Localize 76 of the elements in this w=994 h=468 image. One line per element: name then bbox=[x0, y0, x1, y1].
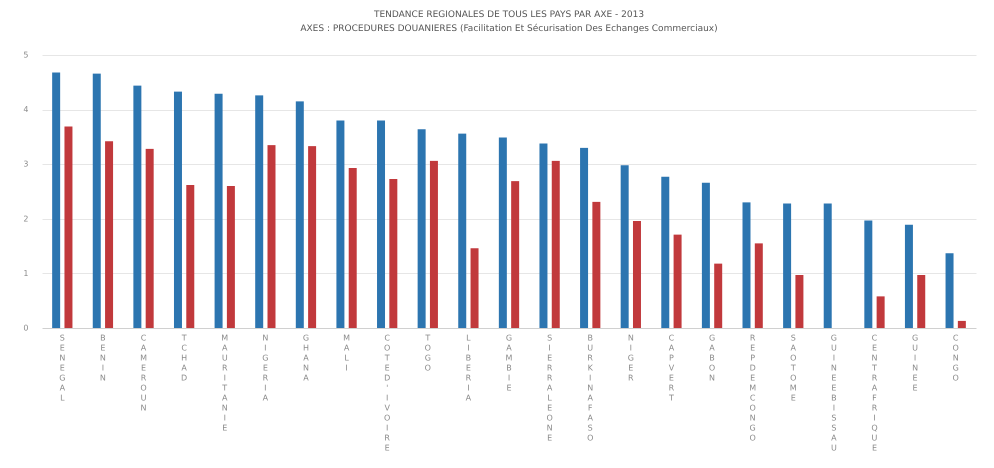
bar bbox=[824, 204, 832, 328]
bar bbox=[539, 143, 548, 328]
bar bbox=[336, 120, 344, 328]
x-tick-label: CAMEROUN bbox=[140, 334, 148, 412]
category-label: CENTRAFRIQUE bbox=[871, 334, 878, 452]
x-tick-label: NIGER bbox=[628, 334, 634, 382]
bar bbox=[458, 134, 466, 328]
bar bbox=[146, 148, 154, 328]
bar bbox=[876, 296, 885, 328]
bar bbox=[214, 94, 223, 328]
x-tick-label: SENEGAL bbox=[59, 334, 66, 402]
y-tick-label: 3 bbox=[23, 160, 28, 169]
bar bbox=[186, 184, 194, 328]
bar bbox=[754, 243, 763, 328]
bar bbox=[470, 248, 479, 328]
bar bbox=[174, 92, 182, 328]
y-tick-label: 2 bbox=[23, 214, 28, 224]
bar bbox=[92, 74, 101, 328]
bar bbox=[52, 72, 60, 328]
x-tick-label: TCHAD bbox=[180, 334, 188, 382]
y-tick-label: 4 bbox=[23, 105, 28, 114]
y-tick-label: 1 bbox=[23, 268, 28, 278]
bar bbox=[418, 129, 426, 328]
bar bbox=[632, 220, 641, 328]
bar bbox=[64, 126, 72, 328]
x-tick-label: CAP VERT bbox=[668, 334, 675, 402]
bar bbox=[255, 95, 264, 328]
category-label: SIERRALEONE bbox=[546, 334, 553, 442]
bar bbox=[511, 181, 520, 328]
bar bbox=[946, 253, 954, 328]
y-tick-label: 5 bbox=[23, 50, 28, 60]
bar bbox=[268, 145, 276, 328]
x-tick-label: MALI bbox=[343, 334, 350, 372]
bar bbox=[661, 176, 670, 328]
bar bbox=[105, 141, 114, 328]
chart-subtitle: AXES : PROCEDURES DOUANIERES (Facilitation Et Sécurisation Des Echanges Commerciaux) bbox=[300, 23, 718, 34]
bar bbox=[592, 202, 600, 328]
bar bbox=[795, 275, 804, 328]
bar bbox=[430, 160, 438, 328]
bar bbox=[580, 148, 588, 328]
x-tick-label: SAO TOME bbox=[790, 334, 797, 402]
x-tick-label: BENIN bbox=[100, 334, 106, 382]
bar bbox=[498, 137, 507, 328]
category-label: MAURITANIE bbox=[221, 334, 228, 432]
x-tick-label: LIBERIA bbox=[466, 334, 472, 402]
category-label: REP DEM CONGO bbox=[749, 334, 756, 442]
category-label: COTE D'IVOIRE bbox=[384, 334, 390, 452]
x-tick-label: GUINEE bbox=[912, 334, 918, 392]
bar bbox=[348, 168, 357, 328]
category-label: BURKINA FASO bbox=[587, 334, 594, 442]
bar bbox=[958, 320, 966, 328]
bar bbox=[226, 186, 235, 328]
bar bbox=[296, 101, 304, 328]
bar bbox=[783, 204, 792, 328]
bar bbox=[620, 165, 629, 328]
bar bbox=[742, 202, 750, 328]
bar bbox=[674, 234, 682, 328]
bar bbox=[308, 146, 316, 328]
x-tick-label: NIGERIA bbox=[262, 334, 269, 402]
bar bbox=[389, 178, 398, 328]
y-tick-label: 0 bbox=[23, 324, 28, 332]
x-tick-label: GABON bbox=[708, 334, 716, 382]
x-tick-label: CONGO bbox=[952, 334, 959, 382]
bar bbox=[552, 160, 560, 328]
bar bbox=[917, 275, 926, 328]
category-label: GUINEE BISSAU bbox=[830, 334, 837, 452]
bar bbox=[377, 120, 386, 328]
x-tick-label: GAMBIE bbox=[506, 334, 513, 392]
x-tick-label: GHANA bbox=[302, 334, 310, 382]
bar bbox=[133, 86, 142, 328]
bar bbox=[904, 224, 913, 328]
bar bbox=[702, 182, 710, 328]
bar bbox=[714, 264, 722, 328]
x-tick-label: TOGO bbox=[424, 334, 431, 372]
chart-title: TENDANCE REGIONALES DE TOUS LES PAYS PAR AXE - 2013 bbox=[372, 10, 644, 20]
bar bbox=[864, 220, 872, 328]
